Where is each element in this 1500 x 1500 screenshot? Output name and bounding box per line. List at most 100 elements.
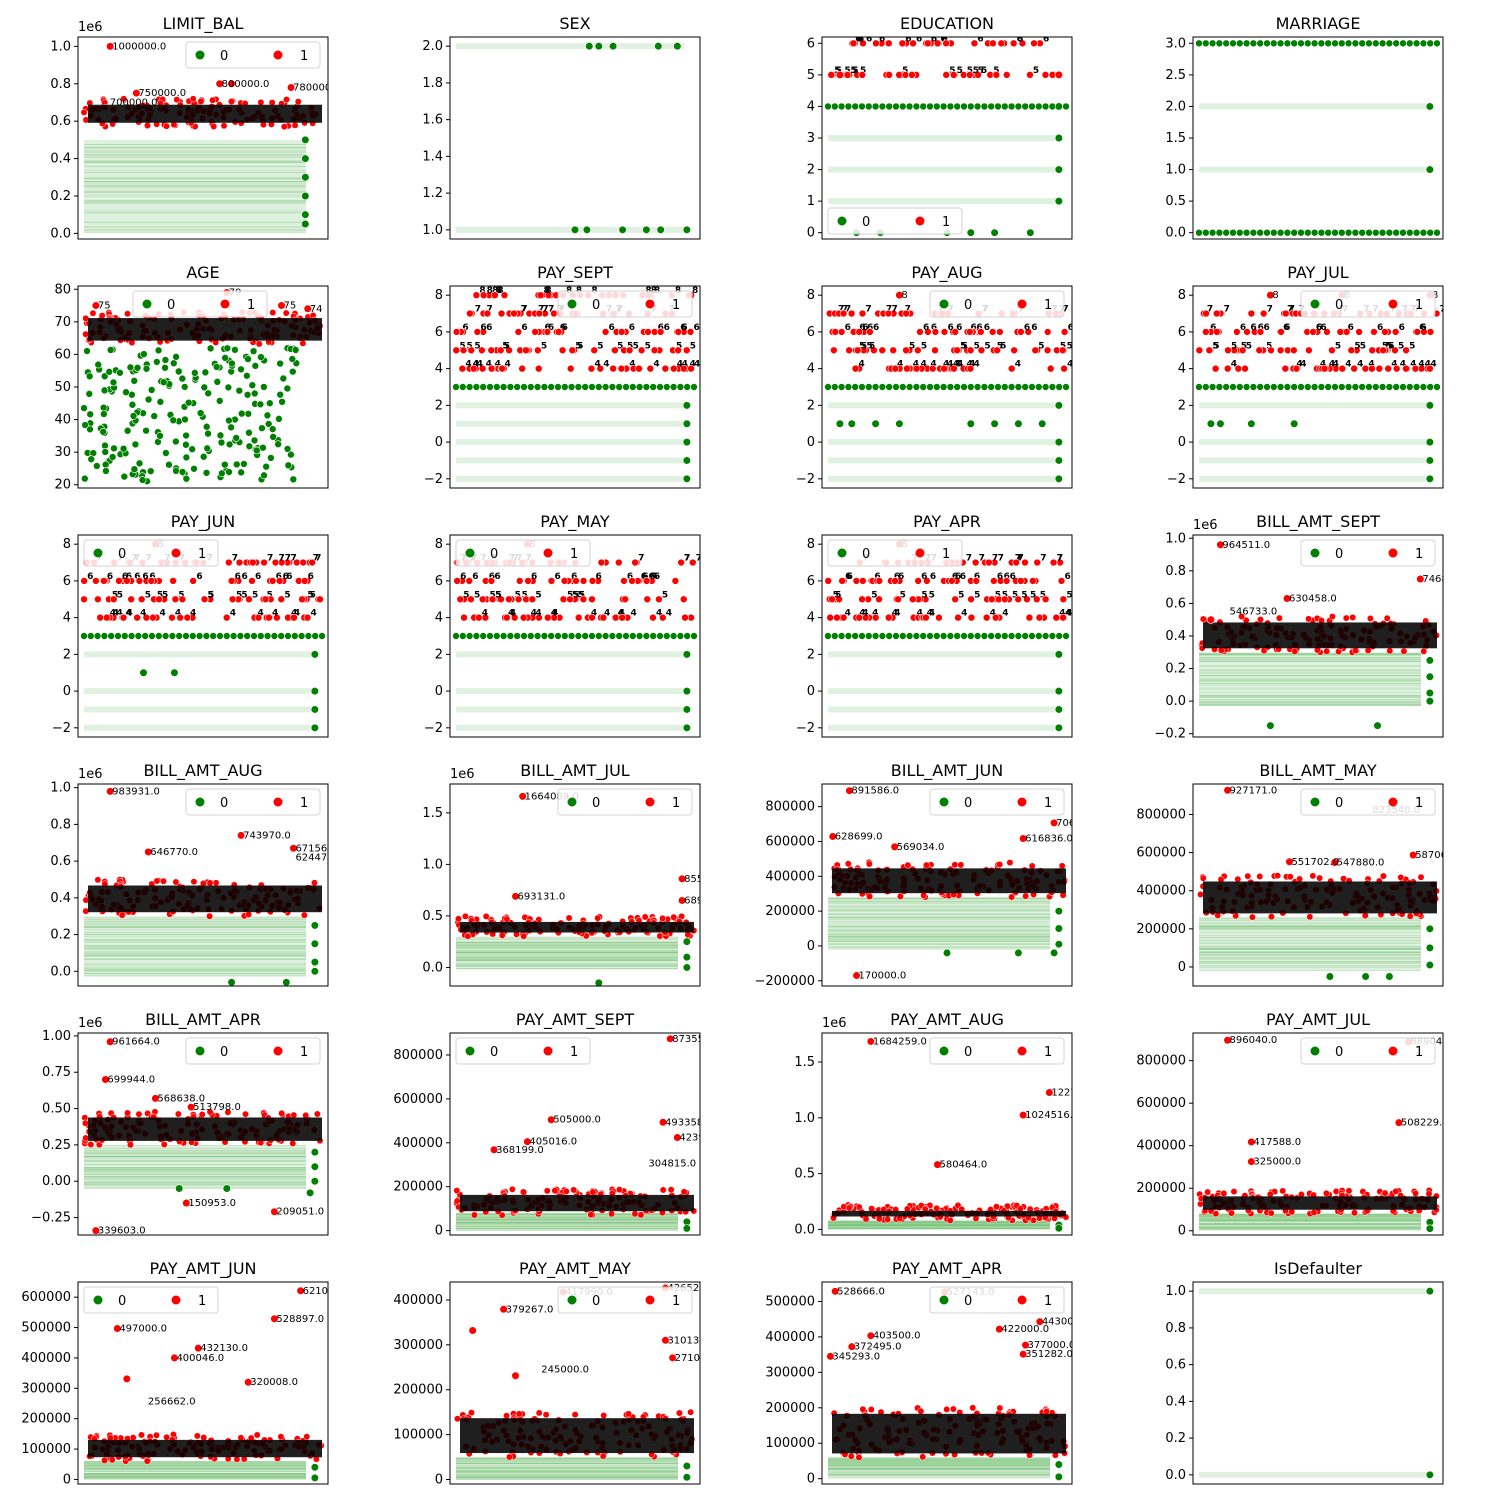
point-class-0 <box>458 632 467 640</box>
y-tick-label: 0.0 <box>50 226 71 241</box>
point-class-1 <box>303 1433 311 1441</box>
point-class-1 <box>885 71 893 79</box>
point-class-0 <box>683 632 692 640</box>
point-class-0 <box>172 437 180 446</box>
point-class-1 <box>551 1187 559 1195</box>
point-class-1 <box>503 613 511 622</box>
point-class-0 <box>878 632 887 640</box>
point-class-1 <box>228 595 237 604</box>
point-class-0 <box>283 445 292 453</box>
point-annotation: 983931.0 <box>112 786 160 797</box>
point-label: 4 <box>917 609 923 619</box>
point-class-1 <box>122 1374 131 1384</box>
point-class-0 <box>310 958 319 967</box>
y-tick-label: 0 <box>1178 1224 1186 1239</box>
point-class-1 <box>456 595 465 604</box>
point-label: 6 <box>489 572 495 582</box>
point-class-0 <box>1270 39 1278 48</box>
point-label: 5 <box>834 66 840 76</box>
point-class-0 <box>472 632 481 640</box>
point-class-0 <box>1216 419 1225 428</box>
legend-label-1: 1 <box>300 796 308 811</box>
point-class-0 <box>127 632 136 640</box>
point-label: 5 <box>900 590 906 600</box>
point-label: 6 <box>1210 323 1216 333</box>
point-class-1 <box>467 595 475 604</box>
y-tick-label: 1.00 <box>42 1029 71 1044</box>
point-annotation: 671563.0 <box>295 843 343 854</box>
point-class-0 <box>310 1148 319 1157</box>
point-class-0 <box>1304 383 1312 391</box>
point-class-1 <box>628 577 636 585</box>
point-label: 4 <box>1400 360 1406 370</box>
point-class-0 <box>1054 705 1063 714</box>
point-label: 6 <box>1283 323 1289 333</box>
point-class-0 <box>1014 383 1023 391</box>
point-class-0 <box>1014 419 1023 428</box>
point-class-1 <box>1223 786 1232 795</box>
point-class-0 <box>250 389 259 398</box>
point-class-0 <box>216 632 224 640</box>
subplot-bill-amt-may: 927171.0587067.0551702.0547880.0823540.0… <box>1136 761 1444 987</box>
point-class-1 <box>1379 872 1387 880</box>
point-class-0 <box>1385 228 1394 237</box>
point-class-1 <box>135 577 144 585</box>
point-class-0 <box>85 372 94 381</box>
point-annotation: 616836.0 <box>1025 834 1073 845</box>
point-class-1 <box>257 98 265 106</box>
point-class-0 <box>107 632 115 640</box>
point-class-0 <box>837 102 846 111</box>
point-class-0 <box>1195 383 1203 391</box>
y-tick-label: 0.75 <box>42 1065 71 1080</box>
point-class-0 <box>994 632 1002 640</box>
point-label: 6 <box>921 572 927 582</box>
point-class-1 <box>1342 614 1350 622</box>
point-label: 4 <box>694 360 700 370</box>
point-annotation: 628699.0 <box>835 831 883 842</box>
point-class-0 <box>175 632 183 640</box>
point-class-0 <box>649 383 658 391</box>
y-tick-label: 0.2 <box>1165 662 1186 677</box>
point-class-0 <box>1324 39 1332 48</box>
point-class-1 <box>127 595 135 604</box>
point-class-0 <box>864 632 873 640</box>
point-class-0 <box>1425 656 1434 665</box>
point-class-0 <box>1378 383 1387 391</box>
y-tick-label: 2 <box>435 398 443 413</box>
point-class-1 <box>277 1433 285 1441</box>
point-label: 6 <box>627 572 633 582</box>
point-class-0 <box>1062 102 1070 111</box>
point-class-0 <box>1425 456 1434 465</box>
point-class-0 <box>835 419 845 428</box>
point-class-0 <box>1324 228 1332 237</box>
point-class-1 <box>1243 328 1251 336</box>
point-class-1 <box>967 613 976 622</box>
point-label: 7 <box>538 305 544 315</box>
y-tick-label: 0.2 <box>50 928 71 943</box>
point-class-1 <box>661 364 670 373</box>
point-class-0 <box>1054 686 1063 696</box>
point-label: 7 <box>966 554 972 564</box>
point-label: 4 <box>1425 360 1431 370</box>
point-label: 5 <box>490 590 496 600</box>
point-class-0 <box>1338 39 1346 48</box>
point-class-1 <box>1282 594 1292 603</box>
point-class-1 <box>535 1409 543 1417</box>
point-class-1 <box>101 1456 108 1464</box>
y-tick-label: 8 <box>435 288 443 303</box>
legend-box <box>455 1037 591 1065</box>
point-class-1 <box>260 558 268 567</box>
legend-label-0: 0 <box>1335 796 1343 811</box>
point-class-1 <box>170 1353 179 1363</box>
point-class-1 <box>115 577 123 585</box>
point-class-1 <box>249 558 257 567</box>
point-class-1 <box>1267 913 1275 921</box>
point-class-0 <box>101 460 110 469</box>
light-point-band <box>828 439 1056 446</box>
point-label: 4 <box>473 360 479 370</box>
point-class-1 <box>1426 364 1434 373</box>
point-label: 5 <box>690 341 696 351</box>
